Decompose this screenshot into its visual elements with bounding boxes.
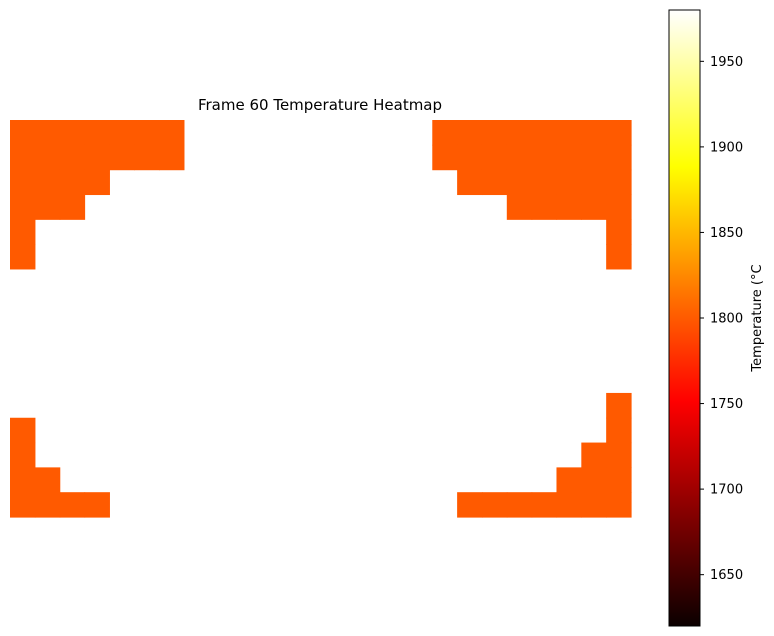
colorbar-tick-label: 1900 xyxy=(710,140,743,155)
heatmap-cell xyxy=(556,492,582,518)
heatmap-cell xyxy=(84,492,110,518)
heatmap-cell xyxy=(531,144,558,171)
heatmap-cell xyxy=(481,492,508,518)
heatmap-cell xyxy=(606,244,632,270)
heatmap-cell xyxy=(531,492,558,518)
colorbar-tick-label: 1850 xyxy=(710,226,743,241)
heatmap-cell xyxy=(506,144,533,171)
heatmap-cell xyxy=(457,120,483,146)
heatmap-cell xyxy=(10,169,36,196)
colorbar-tick-label: 1950 xyxy=(710,55,743,70)
heatmap-cell xyxy=(84,144,110,171)
heatmap-cell xyxy=(34,144,61,171)
heatmap-cell xyxy=(34,492,61,518)
heatmap-cell xyxy=(556,194,582,220)
heatmap-cell xyxy=(134,120,160,146)
heatmap-cell xyxy=(606,194,632,220)
heatmap-cell xyxy=(457,144,483,171)
heatmap-cell xyxy=(606,219,632,245)
heatmap-cell xyxy=(34,120,61,146)
heatmap-cell xyxy=(581,169,607,196)
heatmap-cell xyxy=(10,244,36,270)
heatmap-cell xyxy=(10,442,36,468)
heatmap-cell xyxy=(556,169,582,196)
heatmap-cell xyxy=(59,120,86,146)
heatmap-cell xyxy=(109,120,135,146)
heatmap-cell xyxy=(581,467,607,493)
heatmap-cell xyxy=(34,467,61,493)
colorbar-tick-label: 1650 xyxy=(710,568,743,583)
heatmap-cell xyxy=(581,442,607,468)
heatmap-cell xyxy=(531,169,558,196)
heatmap-cell xyxy=(10,417,36,444)
heatmap-cell xyxy=(606,120,632,146)
colorbar-tick-label: 1750 xyxy=(710,397,743,412)
heatmap-cell xyxy=(506,492,533,518)
heatmap-cell xyxy=(34,194,61,220)
heatmap-cell xyxy=(531,194,558,220)
heatmap-cell xyxy=(432,120,458,146)
heatmap-cell xyxy=(134,144,160,171)
heatmap-cell xyxy=(606,442,632,468)
colorbar-tick-label: 1700 xyxy=(710,483,743,498)
colorbar-tick-label: 1800 xyxy=(710,312,743,327)
chart-title: Frame 60 Temperature Heatmap xyxy=(198,96,442,114)
heatmap-cell xyxy=(581,144,607,171)
heatmap-cell xyxy=(581,194,607,220)
heatmap-cell xyxy=(606,144,632,171)
heatmap-cell xyxy=(606,417,632,444)
heatmap-cell xyxy=(59,169,86,196)
heatmap-cell xyxy=(10,467,36,493)
colorbar: 1650 1700 1750 1800 1850 1900 1950 Temperature… xyxy=(668,9,765,627)
heatmap-cell xyxy=(606,467,632,493)
heatmap-cell xyxy=(10,219,36,245)
heatmap-cell xyxy=(506,169,533,196)
heatmap-cell xyxy=(606,169,632,196)
heatmap-cells xyxy=(10,120,632,518)
heatmap-cell xyxy=(606,492,632,518)
colorbar-ticks: 1650 1700 1750 1800 1850 1900 1950 xyxy=(700,55,743,583)
heatmap-cell xyxy=(59,194,86,220)
heatmap-cell xyxy=(457,492,483,518)
heatmap-cell xyxy=(506,120,533,146)
heatmap-cell xyxy=(581,492,607,518)
heatmap-cell xyxy=(59,144,86,171)
heatmap-cell xyxy=(481,120,508,146)
heatmap-cell xyxy=(531,120,558,146)
heatmap-cell xyxy=(84,120,110,146)
heatmap-cell xyxy=(556,467,582,493)
heatmap-cell xyxy=(10,144,36,171)
heatmap-cell xyxy=(606,392,632,419)
heatmap-cell xyxy=(84,169,110,196)
heatmap-cell xyxy=(481,144,508,171)
heatmap-cell xyxy=(10,194,36,220)
heatmap-cell xyxy=(10,120,36,146)
heatmap-cell xyxy=(556,120,582,146)
heatmap-cell xyxy=(159,120,185,146)
heatmap-cell xyxy=(10,492,36,518)
heatmap-cell xyxy=(432,144,458,171)
heatmap-cell xyxy=(34,169,61,196)
heatmap-cell xyxy=(457,169,483,196)
colorbar-gradient xyxy=(669,10,700,626)
heatmap-cell xyxy=(506,194,533,220)
heatmap-cell xyxy=(581,120,607,146)
heatmap-cell xyxy=(481,169,508,196)
heatmap-cell xyxy=(556,144,582,171)
colorbar-label: Temperature (°C xyxy=(750,264,765,372)
heatmap-cell xyxy=(159,144,185,171)
heatmap-cell xyxy=(109,144,135,171)
heatmap-cell xyxy=(59,492,86,518)
